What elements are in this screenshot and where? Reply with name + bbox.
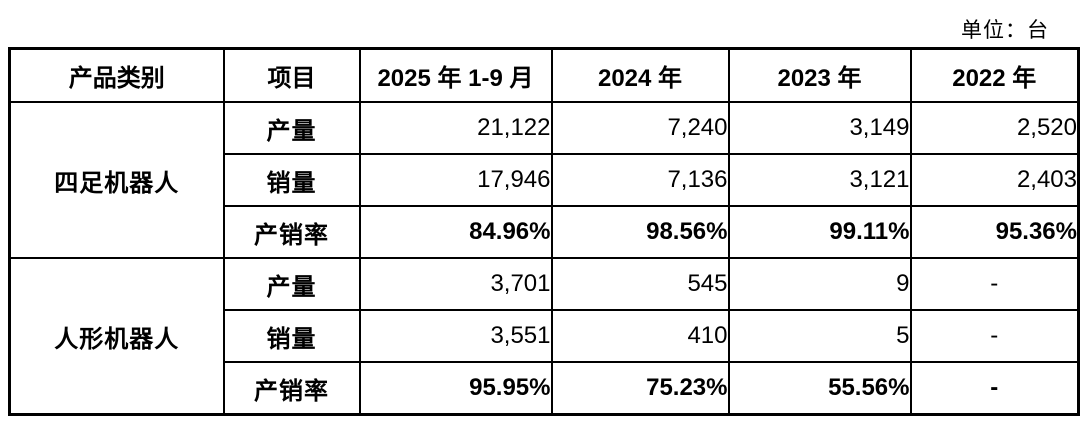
value-cell: 21,122 [358,101,553,155]
table-row: 产销率 84.96% 98.56% 99.11% 95.36% [10,205,1080,259]
value-cell: 7,240 [550,101,730,155]
value-cell: 98.56% [550,205,730,259]
value-cell: 75.23% [550,361,730,416]
value-cell: 2,520 [909,101,1080,155]
row-label-production: 产量 [222,101,361,155]
header-row: 产品类别 项目 2025 年 1-9 月 2024 年 2023 年 2022 … [8,47,1080,103]
unit-label: 单位：台 [961,19,1049,42]
row-label-production: 产量 [222,257,361,311]
value-cell: 55.56% [727,361,912,416]
header-product-category: 产品类别 [8,47,225,103]
header-2025: 2025 年 1-9 月 [358,47,553,103]
table-row: 销量 3,551 410 5 - [10,309,1080,363]
value-cell: 9 [727,257,912,311]
value-cell: 410 [550,309,730,363]
value-cell: 7,136 [550,153,730,207]
header-2023: 2023 年 [727,47,912,103]
table-row: 四足机器人 产量 21,122 7,240 3,149 2,520 [8,101,1080,259]
row-label-sales: 销量 [222,153,361,207]
value-cell: 99.11% [727,205,912,259]
header-2022: 2022 年 [909,47,1080,103]
production-sales-table: 产品类别 项目 2025 年 1-9 月 2024 年 2023 年 2022 … [8,47,1080,416]
value-cell: 2,403 [909,153,1080,207]
value-cell: - [909,309,1080,363]
row-label-sales: 销量 [222,309,361,363]
row-label-sales-ratio: 产销率 [222,205,361,259]
value-cell: - [909,257,1080,311]
header-item: 项目 [222,47,361,103]
value-cell: 5 [727,309,912,363]
value-cell: 3,149 [727,101,912,155]
row-label-sales-ratio: 产销率 [222,361,361,416]
value-cell: 545 [550,257,730,311]
value-cell: 95.95% [358,361,553,416]
value-cell: 84.96% [358,205,553,259]
table-row: 产销率 95.95% 75.23% 55.56% - [10,361,1080,416]
header-2024: 2024 年 [550,47,730,103]
value-cell: 3,121 [727,153,912,207]
table-row: 人形机器人 产量 3,701 545 9 - [8,257,1080,416]
value-cell: - [909,361,1080,416]
value-cell: 3,551 [358,309,553,363]
value-cell: 95.36% [909,205,1080,259]
table-row: 销量 17,946 7,136 3,121 2,403 [10,153,1080,207]
category-quadruped-robot: 四足机器人 [8,101,225,259]
value-cell: 17,946 [358,153,553,207]
category-humanoid-robot: 人形机器人 [8,257,225,416]
value-cell: 3,701 [358,257,553,311]
